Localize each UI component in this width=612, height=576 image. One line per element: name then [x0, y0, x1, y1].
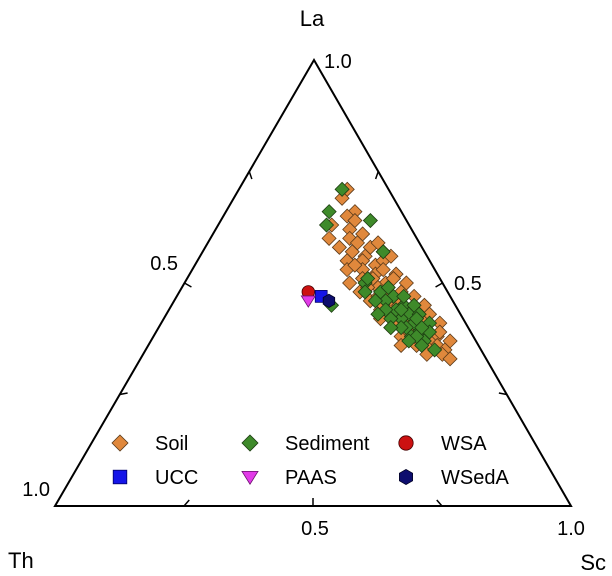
data-point-soil	[442, 333, 458, 349]
axis-label-th: Th	[8, 548, 34, 573]
tick-label-sc-max: 1.0	[557, 518, 585, 540]
tick-label-th-max: 1.0	[22, 479, 50, 501]
tick-mark	[436, 499, 443, 507]
tick-marks	[119, 171, 507, 507]
data-point-soil	[442, 351, 458, 367]
legend-marker-sediment	[241, 434, 259, 452]
data-point-sediment	[367, 293, 383, 309]
data-point-sediment	[380, 279, 396, 296]
tick-mark	[119, 392, 128, 396]
data-point-soil	[432, 324, 448, 340]
tick-mark	[248, 171, 253, 180]
tick-mark	[183, 499, 190, 507]
data-point-sediment	[318, 217, 335, 233]
legend: Soil Sediment WSA UCC PAAS WSedA	[111, 433, 509, 489]
data-point-sediment	[414, 320, 430, 336]
legend-marker-soil	[111, 434, 129, 452]
legend-label-paas: PAAS	[285, 467, 337, 489]
data-point-sediment	[375, 244, 391, 260]
tick-mark	[374, 171, 379, 180]
tick-label-la-mid: 0.5	[150, 253, 178, 275]
tick-mark	[435, 282, 443, 288]
legend-label-sediment: Sediment	[285, 433, 370, 455]
legend-label-wseda: WSedA	[441, 467, 509, 489]
tick-mark	[184, 282, 192, 288]
axis-label-sc: Sc	[580, 550, 606, 575]
legend-marker-wseda	[399, 468, 413, 486]
data-point-sediment	[427, 342, 443, 358]
data-point-sediment	[321, 204, 337, 220]
data-point-sediment	[393, 302, 409, 318]
legend-label-ucc: UCC	[155, 467, 198, 489]
tick-mark	[498, 392, 507, 396]
data-point-sediment	[334, 181, 350, 197]
data-point-sediment	[396, 288, 412, 304]
legend-marker-wsa	[398, 435, 414, 451]
data-point-soil	[331, 239, 347, 255]
legend-label-soil: Soil	[155, 433, 188, 455]
data-point-sediment	[383, 320, 399, 336]
data-point-sediment	[401, 333, 417, 349]
data-point-sediment	[360, 270, 376, 287]
data-point-paas	[300, 295, 317, 308]
legend-marker-ucc	[112, 469, 128, 485]
data-point-sediment	[414, 337, 430, 354]
tick-label-la-max: 1.0	[324, 51, 352, 73]
data-point-soil	[375, 262, 391, 278]
data-point-soil	[334, 190, 350, 206]
data-point-sediment	[362, 212, 378, 229]
data-points	[300, 181, 458, 367]
data-point-soil	[347, 257, 363, 273]
data-point-soil	[342, 275, 358, 291]
legend-marker-paas	[241, 470, 259, 485]
data-point-sediment	[357, 284, 373, 300]
legend-label-wsa: WSA	[441, 433, 487, 455]
data-point-sediment	[393, 320, 409, 336]
data-point-wseda	[322, 293, 336, 308]
data-point-soil	[321, 230, 337, 246]
tick-label-bottom-mid: 0.5	[301, 518, 329, 540]
tick-label-sc-mid: 0.5	[454, 273, 482, 295]
data-point-sediment	[370, 306, 386, 322]
axis-label-la: La	[300, 6, 325, 31]
